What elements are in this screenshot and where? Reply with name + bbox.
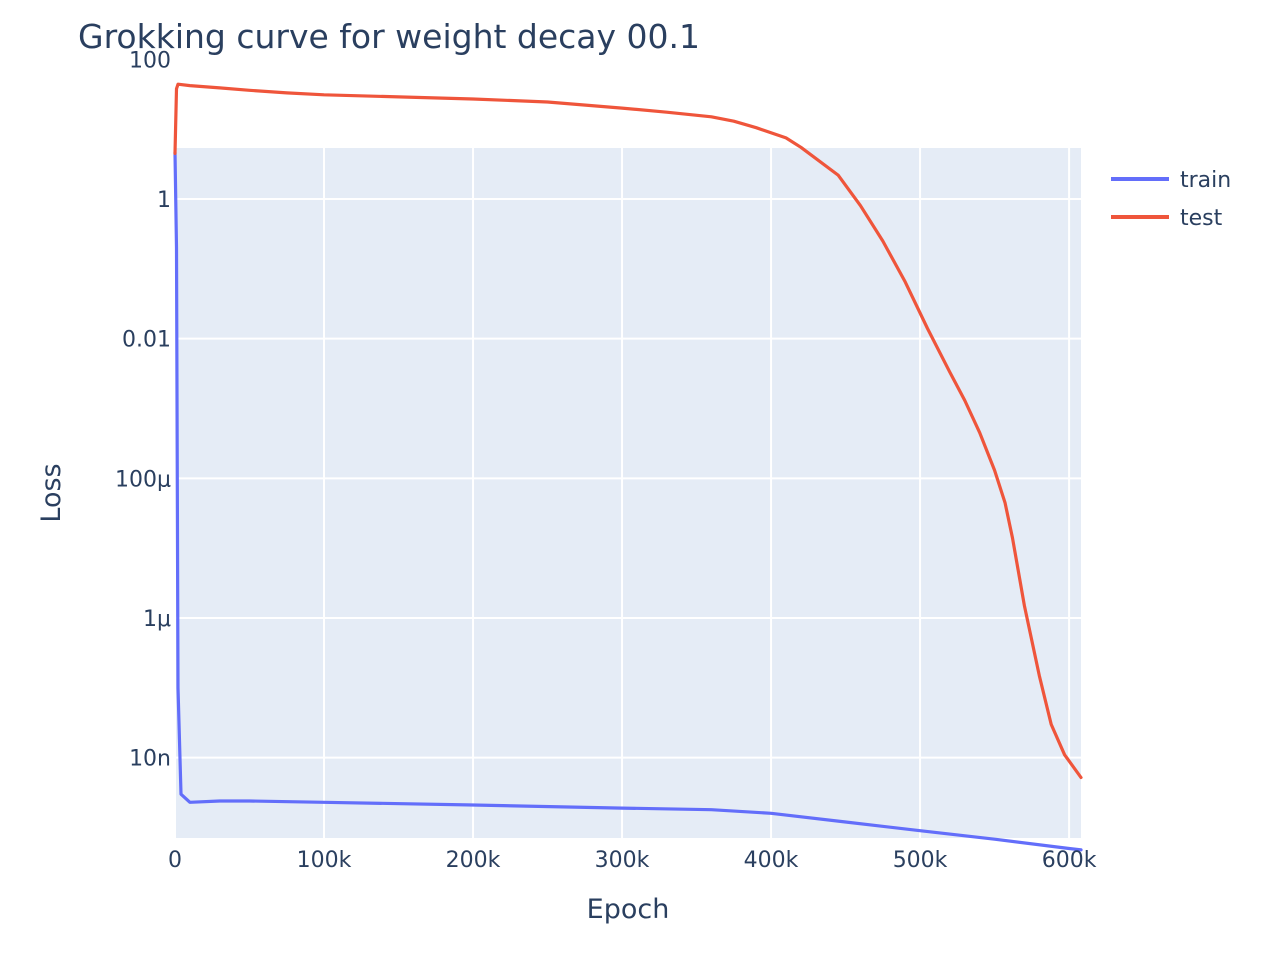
x-tick-label: 200k — [446, 848, 501, 873]
x-tick-label: 100k — [297, 848, 352, 873]
x-axis-tick-labels: 0 100k 200k 300k 400k 500k 600k — [168, 848, 1097, 873]
series-line-train[interactable] — [173, 151, 1083, 852]
series-line-test[interactable] — [173, 82, 1083, 780]
series-layer — [173, 82, 1083, 852]
chart-title: Grokking curve for weight decay 00.1 — [78, 17, 700, 56]
x-tick-label: 300k — [595, 848, 650, 873]
x-gridlines — [174, 148, 1071, 838]
y-gridlines — [175, 58, 1081, 759]
y-tick-label: 1μ — [143, 607, 171, 632]
legend-label-train[interactable]: train — [1180, 168, 1231, 193]
x-tick-label: 600k — [1042, 848, 1097, 873]
y-tick-label: 10n — [129, 747, 171, 772]
y-tick-label: 100 — [129, 48, 171, 73]
y-axis-tick-labels: 100 1 0.01 100μ 1μ 10n — [115, 48, 171, 771]
x-tick-label: 500k — [893, 848, 948, 873]
plot-area[interactable] — [175, 148, 1081, 838]
x-tick-label: 0 — [168, 848, 182, 873]
x-tick-label: 400k — [744, 848, 799, 873]
y-axis-title: Loss — [36, 463, 67, 522]
legend-label-test[interactable]: test — [1180, 206, 1223, 231]
y-tick-label: 100μ — [115, 467, 171, 492]
y-tick-label: 0.01 — [122, 328, 171, 353]
y-tick-label: 1 — [157, 188, 171, 213]
x-axis-title: Epoch — [587, 894, 670, 925]
legend: train test — [1111, 168, 1231, 231]
